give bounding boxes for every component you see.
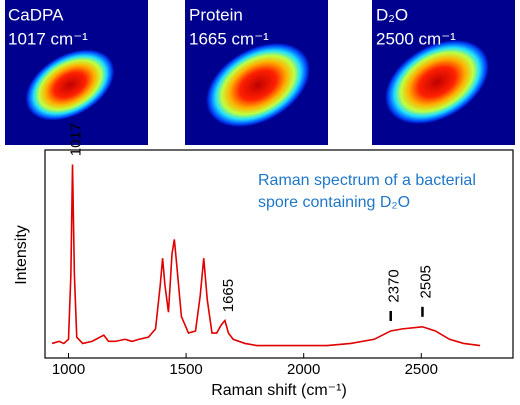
x-axis-label: Raman shift (cm⁻¹) bbox=[211, 382, 347, 399]
spectrum-line bbox=[51, 164, 481, 347]
plot-frame bbox=[44, 149, 514, 359]
heatmap-panel: D₂O 2500 cm⁻¹ bbox=[372, 0, 515, 145]
peak-label: 1665 bbox=[220, 279, 237, 312]
annotation: Raman spectrum of a bacterial bbox=[258, 172, 476, 189]
panel-title: Protein bbox=[189, 5, 243, 24]
peak-label: 1017 bbox=[67, 123, 84, 156]
panel-band: 2500 cm⁻¹ bbox=[376, 29, 456, 48]
panel-band: 1665 cm⁻¹ bbox=[189, 29, 269, 48]
y-axis-label: Intensity bbox=[13, 225, 30, 285]
peak-label: 2370 bbox=[386, 269, 403, 302]
heatmap-panel: Protein 1665 cm⁻¹ bbox=[185, 0, 328, 145]
panel-title: CaDPA bbox=[8, 5, 64, 24]
x-tick-label: 1500 bbox=[169, 361, 202, 378]
heatmap-panel: CaDPA 1017 cm⁻¹ bbox=[5, 0, 148, 145]
x-tick-label: 1000 bbox=[52, 361, 85, 378]
peak-label: 2505 bbox=[417, 265, 434, 298]
panel-title: D₂O bbox=[376, 5, 408, 24]
panel-band: 1017 cm⁻¹ bbox=[8, 29, 88, 48]
x-tick-label: 2500 bbox=[405, 361, 438, 378]
annotation: spore containing D₂O bbox=[258, 194, 410, 211]
x-tick-label: 2000 bbox=[287, 361, 320, 378]
